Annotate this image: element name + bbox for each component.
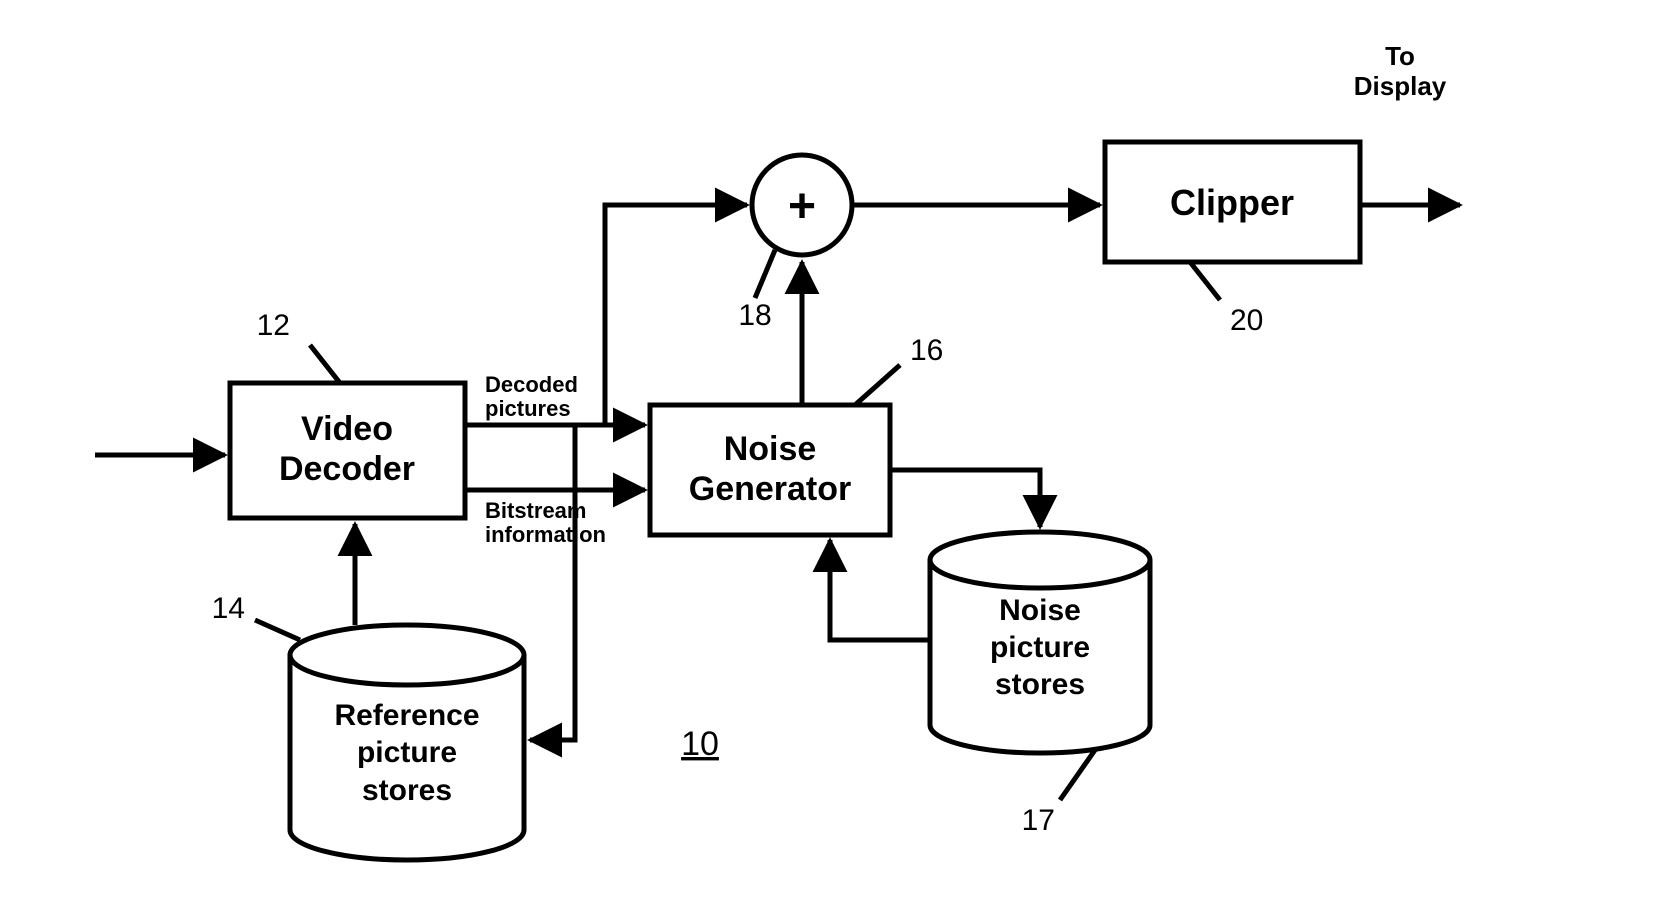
ref-tick-20 (1190, 262, 1220, 300)
ref-tick-16 (855, 365, 900, 405)
video-decoder-label-1: Video (301, 410, 393, 448)
ref-label-18: 18 (738, 299, 771, 332)
figure-id: 10 (681, 725, 719, 763)
reference-store-label-2: picture (357, 736, 457, 769)
edge-decoder-to-adder (605, 205, 747, 425)
ref-tick-14 (255, 620, 300, 640)
ref-tick-17 (1060, 750, 1095, 800)
output-label-1: To (1385, 41, 1415, 71)
ref-label-12: 12 (257, 309, 290, 342)
ref-label-14: 14 (212, 592, 245, 625)
noise-store-label-2: picture (990, 631, 1090, 664)
edge-noisestore-to-noisegen (830, 540, 930, 640)
noise-store-label-1: Noise (999, 594, 1081, 627)
ref-label-20: 20 (1230, 304, 1263, 337)
clipper-label: Clipper (1170, 182, 1294, 223)
edge-label-bitstream-1: Bitstream (485, 498, 586, 523)
edge-label-decoded-2: pictures (485, 396, 571, 421)
reference-store-label-3: stores (362, 774, 452, 807)
edge-label-decoded-1: Decoded (485, 372, 578, 397)
ref-label-16: 16 (910, 334, 943, 367)
video-decoder-label-2: Decoder (279, 450, 415, 488)
ref-label-17: 17 (1022, 804, 1055, 837)
ref-tick-18 (755, 250, 775, 298)
noise-store-label-3: stores (995, 668, 1085, 701)
noise-generator-label-1: Noise (724, 430, 817, 468)
ref-tick-12 (310, 345, 340, 383)
edge-noisegen-to-noisestore (890, 470, 1040, 527)
edge-label-bitstream-2: information (485, 522, 606, 547)
edge-decoder-to-refstore (530, 425, 575, 740)
reference-store-label-1: Reference (334, 699, 479, 732)
noise-generator-label-2: Generator (689, 470, 852, 508)
output-label-2: Display (1354, 71, 1447, 101)
adder-symbol: + (788, 180, 816, 233)
